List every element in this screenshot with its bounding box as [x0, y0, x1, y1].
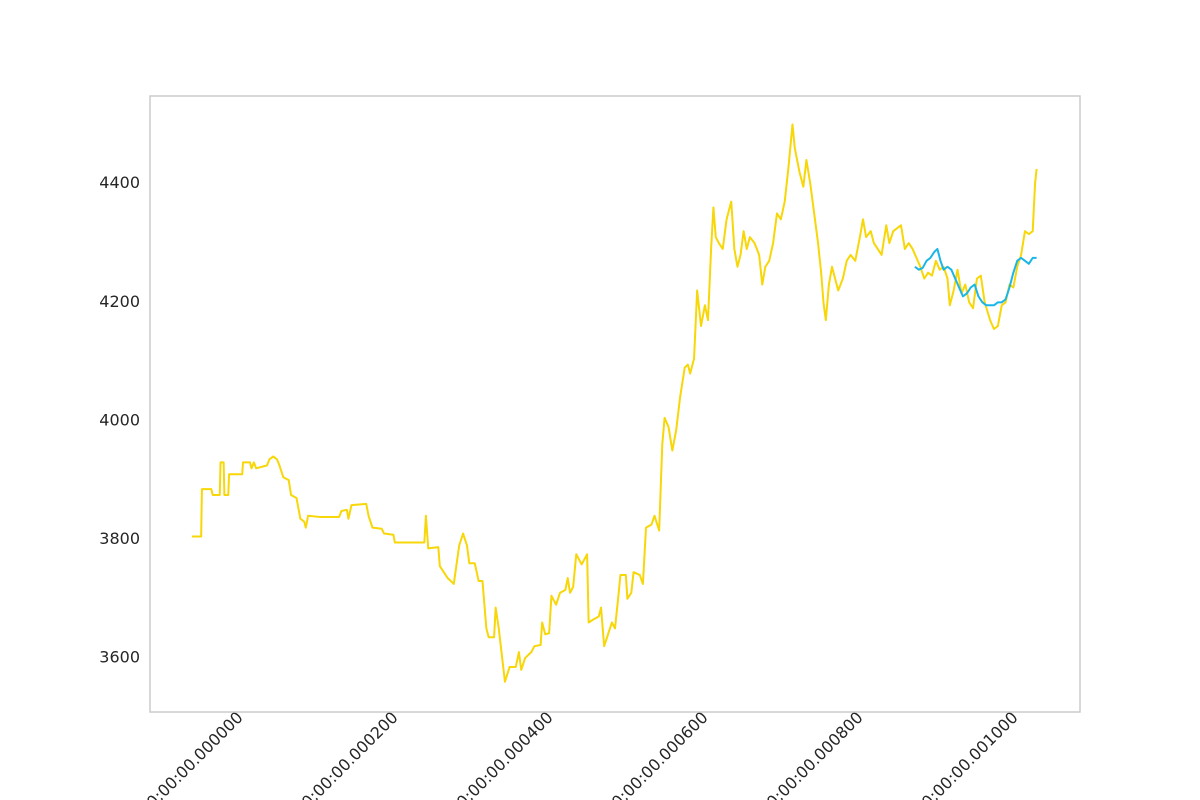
y-tick-label: 3800	[99, 529, 140, 548]
x-tick-label: 00:00:00.000200	[291, 708, 402, 800]
y-tick-label: 4200	[99, 292, 140, 311]
x-tick-label: 00:00:00.000400	[446, 708, 557, 800]
y-tick-label: 3600	[99, 648, 140, 667]
series-line	[191, 123, 1038, 683]
series-line	[914, 247, 1037, 307]
y-tick-label: 4000	[99, 410, 140, 429]
x-tick-label: 00:00:00.000800	[756, 708, 867, 800]
y-tick-label: 4400	[99, 173, 140, 192]
x-tick-label: 00:00:00.000600	[601, 708, 712, 800]
x-tick-label: 00:00:00.000000	[136, 708, 247, 800]
plot-frame	[149, 95, 1081, 713]
x-tick-label: 00:00:00.001000	[911, 708, 1022, 800]
